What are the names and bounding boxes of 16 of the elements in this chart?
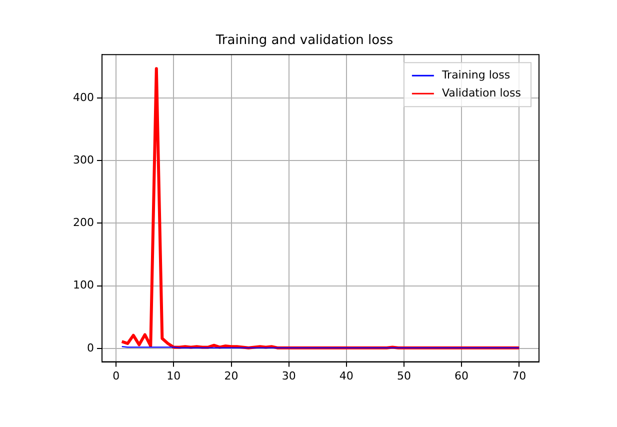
x-tick-label: 50 [396, 369, 411, 382]
y-tick-label: 0 [86, 341, 94, 354]
x-tick-label: 30 [282, 369, 296, 382]
x-tick-label: 20 [224, 369, 238, 382]
y-tick-label: 400 [72, 90, 94, 104]
chart-title: Training and validation loss [214, 33, 394, 48]
x-tick-label: 70 [512, 369, 526, 382]
y-tick-label: 200 [72, 216, 94, 230]
x-tick-label: 40 [339, 369, 354, 382]
y-tick-label: 100 [72, 278, 94, 292]
x-tick-label: 60 [454, 369, 469, 382]
legend-label: Validation loss [442, 86, 522, 100]
x-tick-label: 0 [112, 369, 120, 382]
x-tick-label: 10 [166, 369, 181, 382]
y-tick-label: 300 [72, 153, 94, 166]
legend-label: Training loss [440, 68, 510, 82]
